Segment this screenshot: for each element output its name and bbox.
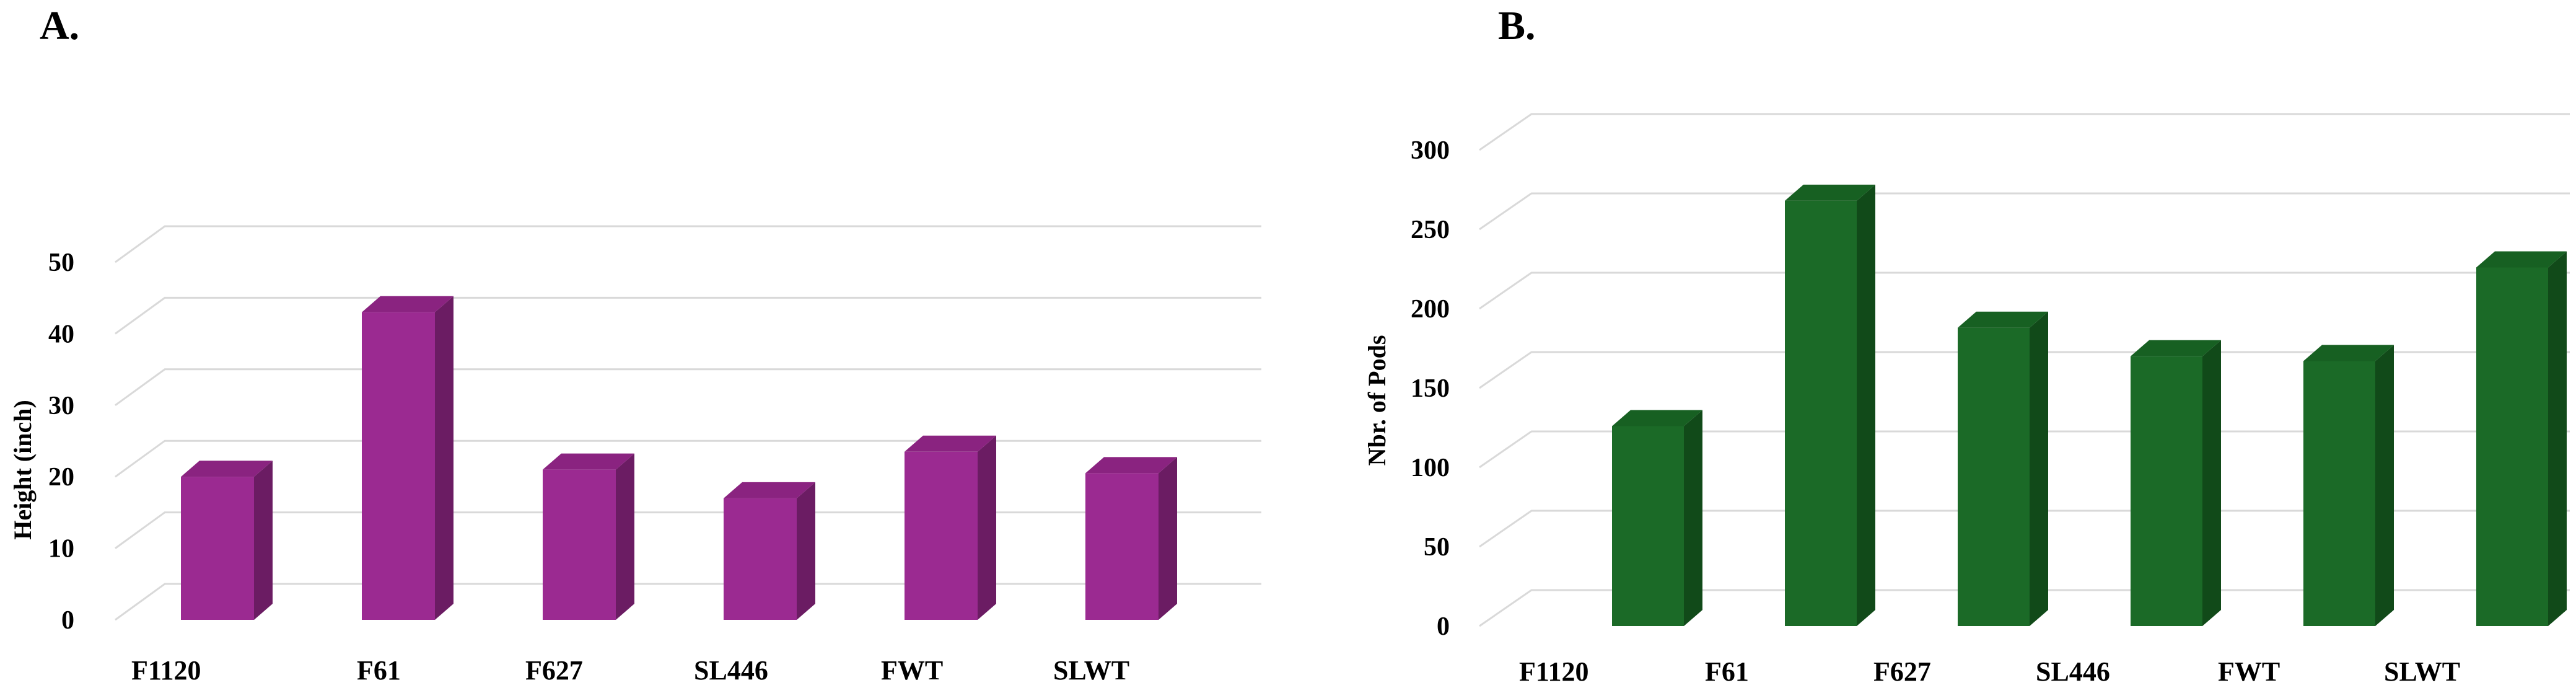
chart-a-category-label: SLWT (1053, 655, 1129, 686)
chart-a-y-axis-title: Height (inch) (9, 400, 37, 540)
chart-b-ytick-label: 200 (1411, 295, 1450, 324)
chart-a-bar-front (181, 477, 254, 620)
chart-a-ytick-label: 30 (48, 392, 74, 420)
chart-a-gridline (115, 439, 1261, 478)
chart-a-ytick-label: 20 (48, 463, 74, 492)
chart-a-bar-slwt (1085, 457, 1177, 620)
chart-a-bar-front (905, 451, 978, 620)
chart-b-bar-side (2202, 340, 2221, 626)
chart-a-bar-side (797, 482, 815, 620)
chart-a-ytick-label: 50 (48, 249, 74, 277)
chart-b-gridline (1479, 192, 2570, 231)
chart-b-ytick-label: 300 (1411, 136, 1450, 165)
chart-a-ytick-label: 10 (48, 535, 74, 563)
chart-b-bar-front (1785, 200, 1857, 626)
chart-b-bar-fwt (2303, 345, 2394, 626)
chart-b-pods: 0 50 100 150 200 250 300 Nbr. of Pods F1120 F61 F6… (1363, 113, 2570, 687)
chart-b-ytick-label: 250 (1411, 216, 1450, 244)
chart-a-bar-front (724, 498, 797, 620)
chart-b-bar-slwt (2476, 251, 2567, 626)
chart-a-gridline (115, 583, 1261, 621)
chart-a-bar-f61 (362, 296, 453, 620)
chart-b-gridline (1479, 113, 2570, 151)
panel-label-b: B. (1498, 3, 1536, 48)
chart-a-gridline (115, 296, 1261, 335)
chart-a-bar-front (362, 312, 435, 620)
chart-a-bar-fwt (905, 435, 996, 620)
chart-b-bar-f627 (1958, 311, 2048, 626)
chart-b-y-axis-title: Nbr. of Pods (1363, 335, 1391, 466)
chart-b-bar-side (1684, 410, 1702, 626)
chart-a-category-label: FWT (881, 655, 943, 686)
chart-b-category-label: FWT (2218, 656, 2280, 687)
chart-a-height: 0 10 20 30 40 50 Height (inch) F1120 F61 F627 SL44… (9, 225, 1261, 686)
chart-b-gridline (1479, 430, 2570, 469)
chart-b-bar-top (1958, 311, 2048, 328)
chart-a-bar-side (616, 453, 634, 620)
chart-b-category-label: SLWT (2384, 656, 2460, 687)
chart-b-bar-front (2476, 267, 2548, 626)
chart-b-bar-top (2131, 340, 2221, 356)
chart-b-ytick-label: 100 (1411, 454, 1450, 482)
chart-b-ytick-label: 0 (1437, 612, 1450, 641)
chart-a-bar-side (978, 435, 996, 620)
chart-a-gridline (115, 368, 1261, 407)
chart-b-gridline (1479, 271, 2570, 310)
chart-a-ytick-label: 0 (61, 606, 74, 635)
chart-a-gridline (115, 225, 1261, 263)
chart-a-category-label: F627 (525, 655, 583, 686)
chart-a-bar-top (1085, 457, 1177, 474)
chart-b-bar-front (1958, 327, 2030, 626)
chart-b-gridline (1479, 510, 2570, 548)
chart-b-ytick-label: 150 (1411, 374, 1450, 403)
chart-a-bar-f627 (543, 453, 634, 620)
chart-b-bar-side (2030, 311, 2048, 626)
chart-a-bar-top (905, 435, 996, 452)
chart-a-bar-side (254, 461, 273, 620)
chart-a-bar-side (1159, 457, 1177, 620)
chart-a-category-label: SL446 (694, 655, 768, 686)
chart-a-bar-f1120 (181, 461, 273, 620)
chart-b-bar-top (2303, 345, 2394, 361)
chart-a-category-label: F1120 (131, 655, 201, 686)
chart-a-bar-top (724, 482, 815, 498)
chart-b-bar-top (1612, 410, 1702, 426)
chart-b-bar-front (2303, 361, 2375, 626)
chart-b-bar-front (2131, 356, 2202, 626)
chart-b-category-label: SL446 (2036, 656, 2110, 687)
chart-a-category-label: F61 (357, 655, 401, 686)
chart-a-bar-sl446 (724, 482, 815, 620)
chart-b-category-label: F1120 (1519, 656, 1588, 687)
chart-a-gridline (115, 511, 1261, 549)
chart-a-bar-top (362, 296, 453, 312)
chart-a-bar-front (1085, 473, 1159, 620)
chart-b-bar-front (1612, 426, 1684, 626)
chart-b-bar-side (2548, 251, 2567, 626)
chart-b-category-label: F61 (1705, 656, 1749, 687)
chart-b-bar-f1120 (1612, 410, 1702, 626)
chart-b-bar-top (1785, 184, 1875, 201)
panel-label-a: A. (40, 3, 80, 48)
chart-b-bar-side (1857, 184, 1875, 626)
chart-b-bar-top (2476, 251, 2567, 268)
chart-a-bar-front (543, 469, 616, 620)
chart-a-bar-top (543, 453, 634, 470)
chart-a-bar-top (181, 461, 273, 477)
chart-b-ytick-label: 50 (1424, 533, 1450, 562)
chart-a-bar-side (435, 296, 453, 620)
chart-b-gridline (1479, 351, 2570, 389)
chart-b-bar-f61 (1785, 184, 1875, 626)
chart-b-bar-side (2375, 345, 2394, 626)
chart-b-bar-sl446 (2131, 340, 2221, 626)
chart-b-category-label: F627 (1873, 656, 1931, 687)
chart-a-ytick-label: 40 (48, 320, 74, 348)
chart-b-gridline (1479, 589, 2570, 627)
